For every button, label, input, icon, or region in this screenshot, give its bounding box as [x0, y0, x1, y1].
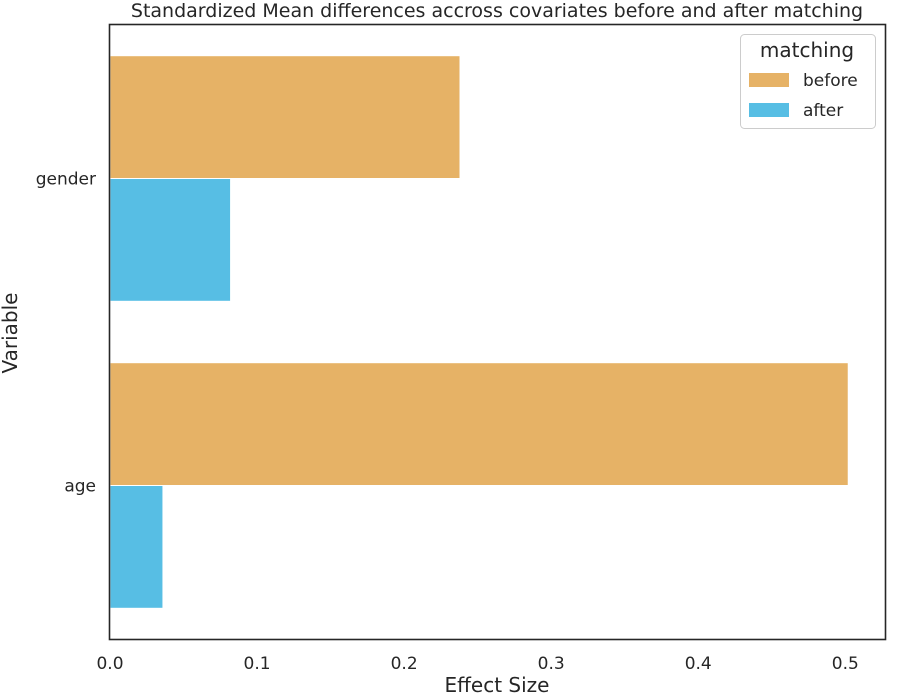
legend-entries: before after [749, 71, 858, 121]
bars-group [109, 55, 849, 609]
bar-before-gender [109, 55, 461, 180]
legend-swatch-before [749, 73, 789, 87]
legend-label-after: after [803, 101, 843, 121]
x-axis-label: Effect Size [445, 673, 550, 694]
y-tick-label-gender: gender [36, 170, 96, 190]
legend-label-before: before [803, 71, 858, 91]
y-axis-label: Variable [0, 293, 22, 374]
x-tick-label: 0.5 [832, 654, 859, 674]
legend-swatch-after [749, 103, 789, 117]
bar-before-age [109, 362, 849, 487]
x-tick-label: 0.3 [538, 654, 565, 674]
legend: matching before after [740, 34, 876, 129]
bar-after-gender [109, 178, 232, 302]
plot-frame [108, 23, 887, 641]
y-tick-labels: gender age [36, 170, 96, 497]
x-tick-label: 0.4 [685, 654, 712, 674]
y-tick-label-age: age [64, 477, 96, 497]
x-tick-label: 0.0 [96, 654, 123, 674]
x-tick-label: 0.2 [391, 654, 418, 674]
legend-title: matching [760, 38, 854, 62]
x-tick-labels: 0.0 0.1 0.2 0.3 0.4 0.5 [96, 654, 858, 674]
bar-after-age [109, 485, 164, 609]
chart-title: Standardized Mean differences accross co… [131, 0, 863, 22]
x-tick-label: 0.1 [244, 654, 271, 674]
